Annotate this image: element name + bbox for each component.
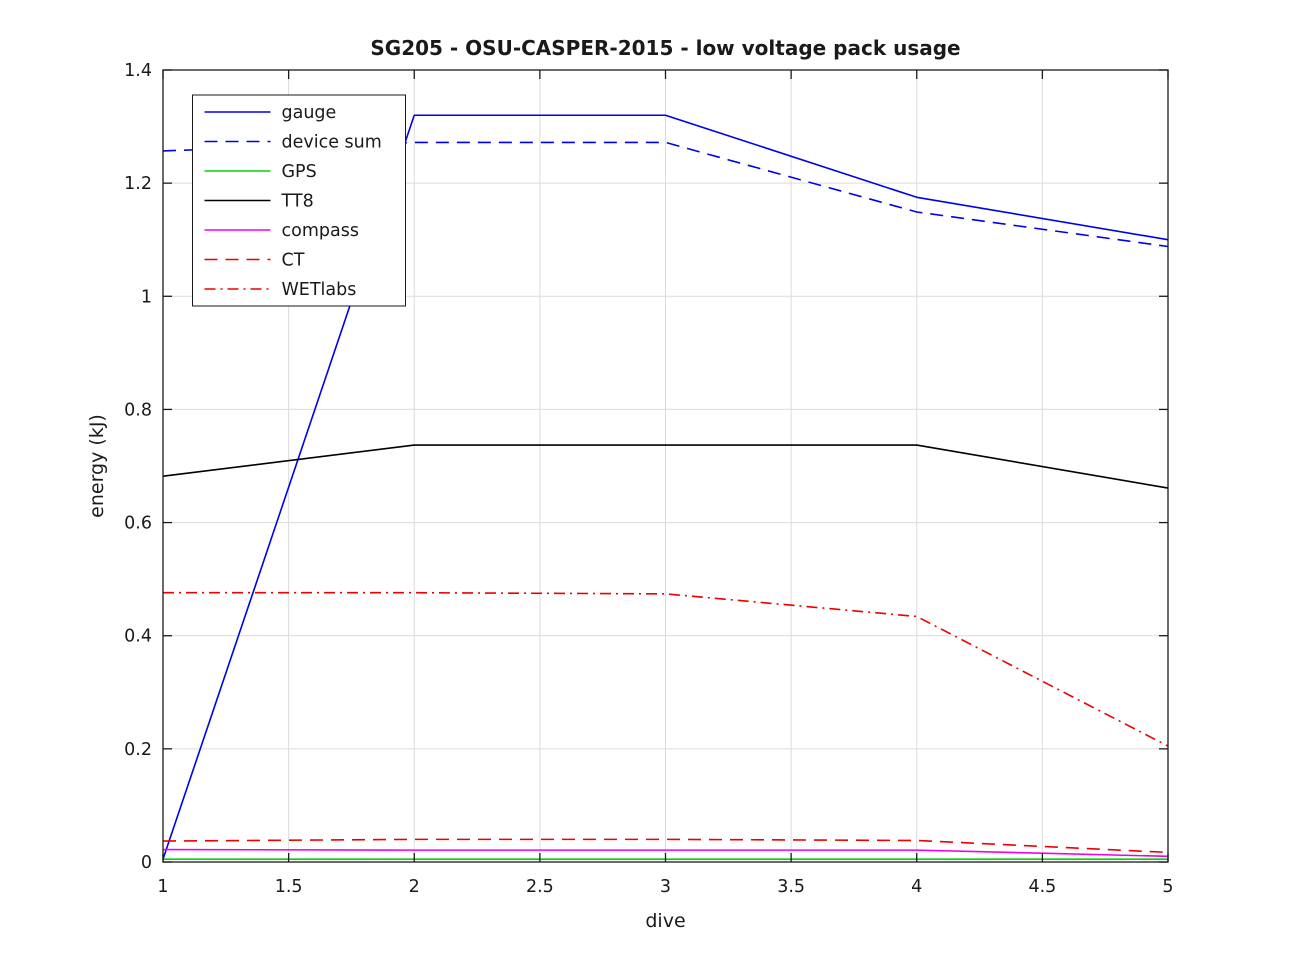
series-line-device-sum: [162, 141, 1169, 248]
series-line-wetlabs: [163, 591, 1169, 747]
y-tick-label: 1.4: [124, 61, 152, 81]
y-tick-label: 1: [141, 287, 152, 307]
x-tick-label: 1.5: [275, 877, 303, 897]
series-line-tt8: [162, 444, 1169, 489]
x-tick-label: 4: [911, 877, 922, 897]
x-tick-label: 2.5: [526, 877, 554, 897]
x-axis-label: dive: [645, 910, 685, 932]
x-tick-label: 3.5: [777, 877, 805, 897]
y-tick-label: 0.6: [124, 514, 152, 534]
legend-label-device-sum: device sum: [282, 133, 382, 153]
legend-label-ct: CT: [282, 251, 305, 271]
legend-label-tt8: TT8: [281, 192, 314, 212]
y-tick-label: 0.4: [124, 627, 152, 647]
y-axis-label: energy (kJ): [86, 414, 108, 518]
series-line-compass: [162, 848, 1169, 858]
x-tick-label: 3: [660, 877, 671, 897]
legend-label-compass: compass: [282, 221, 359, 241]
x-tick-label: 5: [1162, 877, 1173, 897]
x-tick-label: 2: [409, 877, 420, 897]
y-tick-label: 1.2: [124, 174, 152, 194]
legend-label-gps: GPS: [282, 162, 317, 182]
y-tick-label: 0.2: [124, 740, 152, 760]
y-tick-label: 0: [141, 853, 152, 873]
legend-label-gauge: gauge: [282, 103, 337, 123]
x-tick-label: 1: [157, 877, 168, 897]
y-tick-label: 0.8: [124, 400, 152, 420]
x-tick-label: 4.5: [1028, 877, 1056, 897]
chart-title: SG205 - OSU-CASPER-2015 - low voltage pa…: [370, 36, 960, 60]
legend-label-wetlabs: WETlabs: [282, 280, 357, 300]
series-line-gauge: [162, 114, 1169, 860]
